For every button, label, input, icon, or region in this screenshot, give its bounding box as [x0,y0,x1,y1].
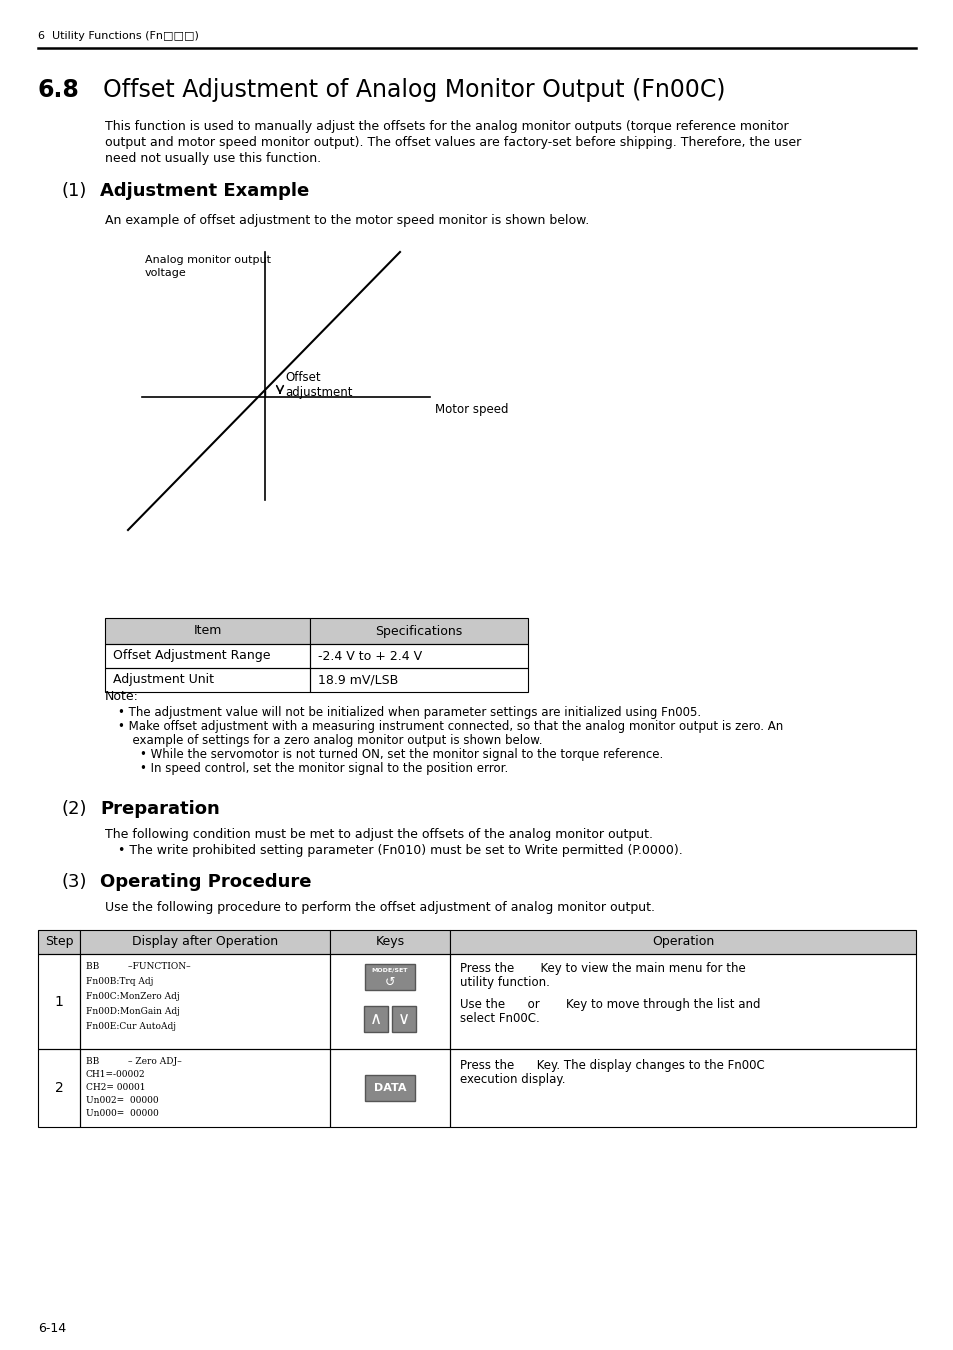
Text: Fn00C:MonZero Adj: Fn00C:MonZero Adj [86,992,179,1000]
Text: 1: 1 [54,995,63,1008]
Text: -2.4 V to + 2.4 V: -2.4 V to + 2.4 V [317,649,421,663]
Text: Preparation: Preparation [100,801,219,818]
Bar [310,644,527,668]
Text: Adjustment Unit: Adjustment Unit [112,674,213,687]
Bar [364,1006,388,1031]
Bar [80,930,330,954]
Bar [80,1049,330,1127]
Text: Operating Procedure: Operating Procedure [100,873,312,891]
Text: voltage: voltage [145,269,187,278]
Bar [450,930,915,954]
Text: Fn00D:MonGain Adj: Fn00D:MonGain Adj [86,1007,180,1017]
Text: Step: Step [45,936,73,949]
Bar [105,668,310,693]
Text: Keys: Keys [375,936,404,949]
Text: (2): (2) [62,801,88,818]
Text: CH1=-00002: CH1=-00002 [86,1071,146,1079]
Bar [105,644,310,668]
Bar [330,930,450,954]
Text: Motor speed: Motor speed [435,402,508,416]
Text: Specifications: Specifications [375,625,462,637]
Text: ∧: ∧ [370,1010,381,1027]
Bar [392,1006,416,1031]
Text: Adjustment Example: Adjustment Example [100,182,309,200]
Text: Un002=  00000: Un002= 00000 [86,1096,158,1106]
Text: (3): (3) [62,873,88,891]
Text: ∨: ∨ [397,1010,410,1027]
Text: The following condition must be met to adjust the offsets of the analog monitor : The following condition must be met to a… [105,828,652,841]
Text: Operation: Operation [651,936,714,949]
Text: Offset Adjustment of Analog Monitor Output (Fn00C): Offset Adjustment of Analog Monitor Outp… [103,78,724,103]
Text: Item: Item [193,625,221,637]
Text: Fn00B:Trq Adj: Fn00B:Trq Adj [86,977,153,986]
Bar [365,964,415,990]
Bar [38,954,80,1049]
Bar [330,1049,450,1127]
Bar [310,668,527,693]
Bar [330,954,450,1049]
Text: • The adjustment value will not be initialized when parameter settings are initi: • The adjustment value will not be initi… [118,706,700,720]
Text: Use the following procedure to perform the offset adjustment of analog monitor o: Use the following procedure to perform t… [105,900,655,914]
Text: 18.9 mV/LSB: 18.9 mV/LSB [317,674,397,687]
Text: 6.8: 6.8 [38,78,80,103]
Text: DATA: DATA [374,1083,406,1094]
Bar [450,1049,915,1127]
Text: • The write prohibited setting parameter (Fn010) must be set to Write permitted : • The write prohibited setting parameter… [118,844,682,857]
Text: utility function.: utility function. [459,976,549,990]
Text: BB          –FUNCTION–: BB –FUNCTION– [86,963,191,971]
Text: Offset Adjustment Range: Offset Adjustment Range [112,649,271,663]
Text: Offset
adjustment: Offset adjustment [285,371,352,400]
Text: ↺: ↺ [384,976,395,988]
Bar [38,1049,80,1127]
Text: CH2= 00001: CH2= 00001 [86,1083,146,1092]
Text: example of settings for a zero analog monitor output is shown below.: example of settings for a zero analog mo… [125,734,542,747]
Text: Press the       Key to view the main menu for the: Press the Key to view the main menu for … [459,963,745,975]
Text: This function is used to manually adjust the offsets for the analog monitor outp: This function is used to manually adjust… [105,120,788,134]
Text: Analog monitor output: Analog monitor output [145,255,271,265]
Bar [450,954,915,1049]
Text: 6  Utility Functions (Fn□□□): 6 Utility Functions (Fn□□□) [38,31,198,40]
Text: MODE/SET: MODE/SET [372,968,408,972]
Bar [365,1075,415,1102]
Text: • In speed control, set the monitor signal to the position error.: • In speed control, set the monitor sign… [125,761,508,775]
Bar [310,618,527,644]
Text: (1): (1) [62,182,88,200]
Bar [80,954,330,1049]
Text: • While the servomotor is not turned ON, set the monitor signal to the torque re: • While the servomotor is not turned ON,… [125,748,662,761]
Text: Display after Operation: Display after Operation [132,936,277,949]
Text: execution display.: execution display. [459,1073,565,1085]
Text: An example of offset adjustment to the motor speed monitor is shown below.: An example of offset adjustment to the m… [105,215,589,227]
Text: Use the      or       Key to move through the list and: Use the or Key to move through the list … [459,998,760,1011]
Text: 6-14: 6-14 [38,1322,66,1335]
Text: 2: 2 [54,1081,63,1095]
Text: Un000=  00000: Un000= 00000 [86,1108,158,1118]
Text: Press the      Key. The display changes to the Fn00C: Press the Key. The display changes to th… [459,1058,764,1072]
Bar [38,930,80,954]
Text: output and motor speed monitor output). The offset values are factory-set before: output and motor speed monitor output). … [105,136,801,148]
Text: • Make offset adjustment with a measuring instrument connected, so that the anal: • Make offset adjustment with a measurin… [118,720,782,733]
Text: Fn00E:Cur AutoAdj: Fn00E:Cur AutoAdj [86,1022,175,1031]
Text: BB          – Zero ADJ–: BB – Zero ADJ– [86,1057,182,1066]
Text: select Fn00C.: select Fn00C. [459,1012,539,1025]
Text: Note:: Note: [105,690,139,703]
Text: need not usually use this function.: need not usually use this function. [105,153,321,165]
Bar [105,618,310,644]
